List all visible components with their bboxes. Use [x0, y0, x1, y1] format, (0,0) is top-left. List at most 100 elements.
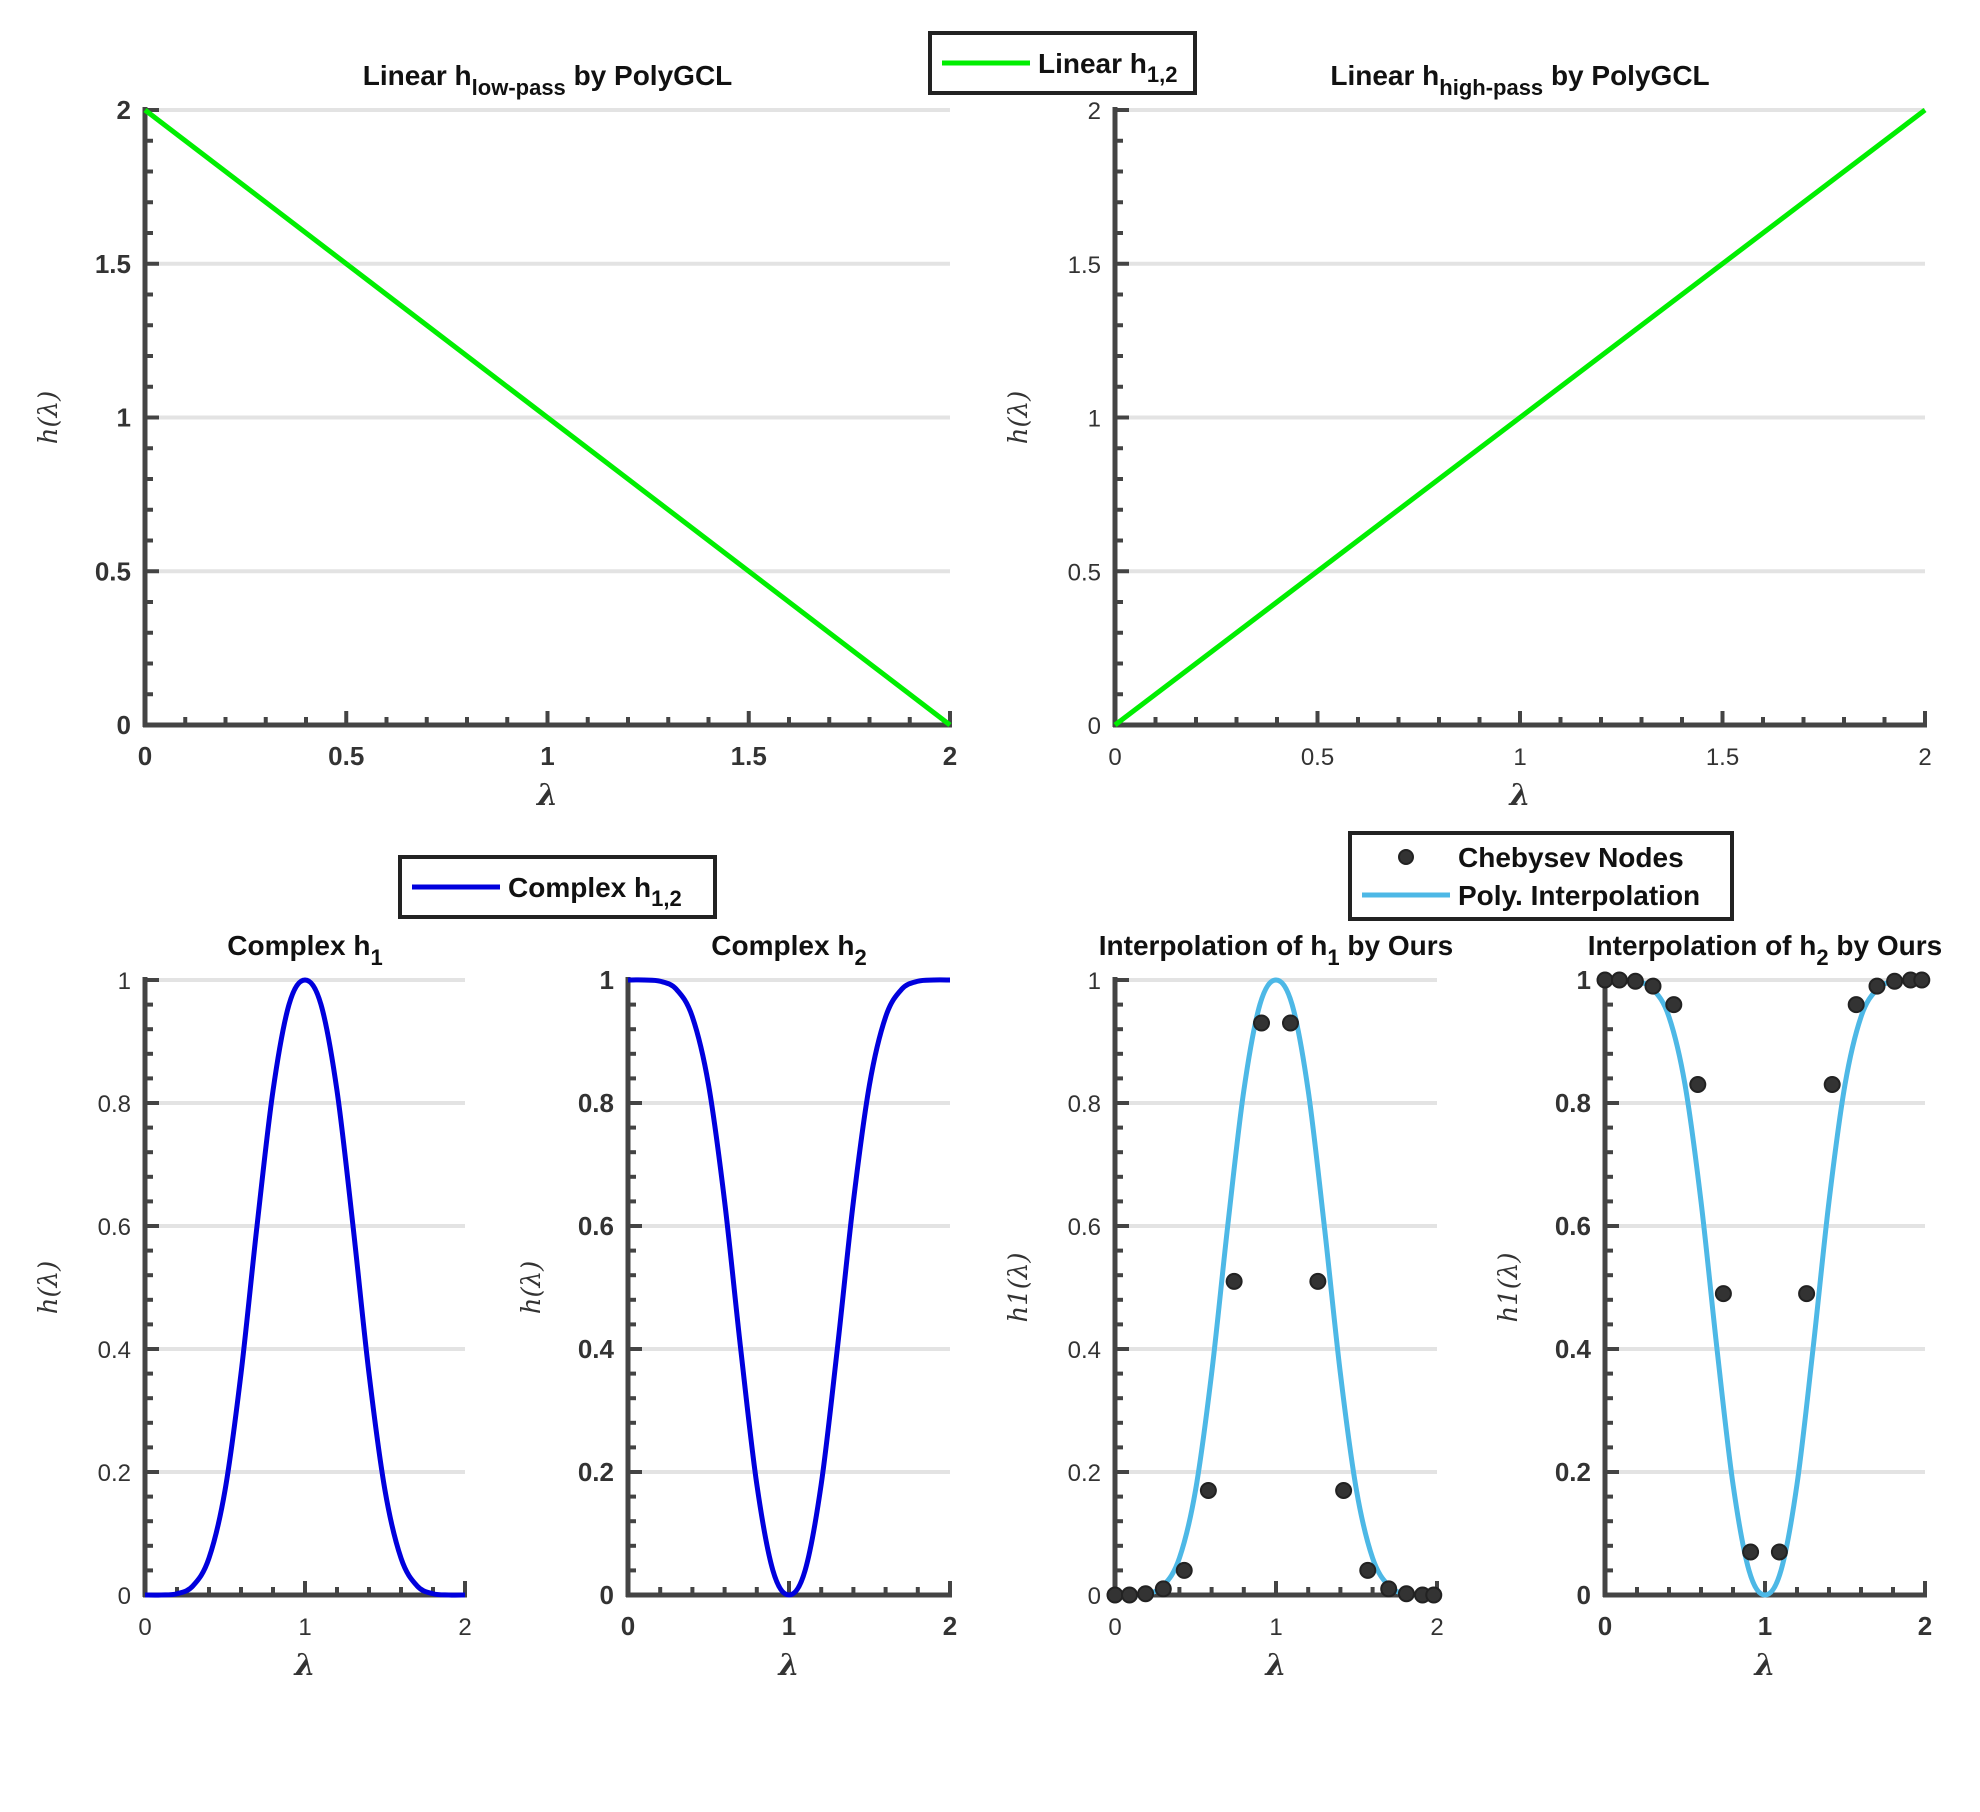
chebyshev-node-point [1847, 996, 1865, 1014]
x-tick-label: 2 [458, 1614, 471, 1641]
chebyshev-node-point [1175, 1561, 1193, 1579]
y-tick-label: 0.2 [1068, 1460, 1101, 1487]
y-tick-label: 1 [1088, 968, 1101, 995]
chebyshev-node-point [1154, 1580, 1172, 1598]
y-tick-label: 1.5 [95, 249, 131, 279]
chebyshev-node-point [1665, 996, 1683, 1014]
title-main: Interpolation of h [1588, 930, 1817, 961]
title-main: Linear h [1330, 60, 1439, 91]
chebyshev-node-point [1281, 1014, 1299, 1032]
series-line [627, 977, 951, 1598]
x-tick-label: 0.5 [328, 741, 364, 771]
legend-label-subscript: 1,2 [651, 886, 682, 911]
title-subscript: 1 [1327, 945, 1339, 970]
legend-marker-dot [1398, 849, 1414, 865]
y-tick-label: 0.6 [98, 1214, 131, 1241]
legend-label: Poly. Interpolation [1458, 880, 1700, 911]
chebyshev-node-point [1714, 1285, 1732, 1303]
series-line [1114, 977, 1438, 1598]
chebyshev-node-point [1120, 1586, 1138, 1604]
legend-label-main: Complex h [508, 872, 651, 903]
x-axis-label: λ [776, 1648, 799, 1683]
x-tick-label: 2 [943, 741, 957, 771]
title-suffix: by Ours [1340, 930, 1454, 961]
x-axis-label: λ [1752, 1648, 1775, 1683]
y-axis-label: h1(λ) [1494, 1252, 1524, 1322]
legend-label-main: Poly. Interpolation [1458, 880, 1700, 911]
chart-title: Interpolation of h2 by Ours [1588, 930, 1942, 970]
chart-panel-1: 0 0.5 1 1.5 2 0 0.5 1 1.5 2 λ h(λ) Linear hlow-pass … [34, 60, 957, 813]
y-tick-label: 1.5 [1068, 252, 1101, 279]
chart-panel-6: 0 0.2 0.4 0.6 0.8 1 0 1 2 λ h1(λ) Interpolation of … [1494, 930, 1942, 1683]
x-tick-label: 0 [1598, 1611, 1612, 1641]
x-tick-label: 0 [1108, 744, 1121, 771]
x-tick-label: 1 [1513, 744, 1526, 771]
legend-label-subscript: 1,2 [1147, 62, 1178, 87]
x-tick-label: 2 [1918, 744, 1931, 771]
y-tick-label: 1 [117, 403, 131, 433]
chart-panel-2: 0 0.5 1 1.5 2 0 0.5 1 1.5 2 λ h(λ) Linear hhigh-pass… [1004, 60, 1932, 813]
y-tick-label: 0.8 [1555, 1088, 1591, 1118]
chebyshev-node-point [1868, 977, 1886, 995]
series-line [143, 108, 952, 727]
title-suffix: by Ours [1829, 930, 1943, 961]
chebyshev-node-point [1199, 1481, 1217, 1499]
x-axis-label: λ [1263, 1648, 1286, 1683]
y-axis-label: h(λ) [517, 1261, 547, 1315]
y-axis-label: h(λ) [34, 391, 64, 445]
chebyshev-node-point [1253, 1014, 1271, 1032]
title-suffix: by PolyGCL [566, 60, 732, 91]
y-tick-label: 0.5 [95, 556, 131, 586]
title-main: Complex h [227, 930, 370, 961]
x-tick-label: 1.5 [1706, 744, 1739, 771]
y-tick-label: 0.8 [578, 1088, 614, 1118]
title-main: Complex h [711, 930, 854, 961]
y-tick-label: 1 [1577, 965, 1591, 995]
chart-panel-4: 00.20.40.60.810 1 2λh(λ)Complex h2 [517, 930, 957, 1683]
y-tick-label: 0 [600, 1580, 614, 1610]
y-tick-label: 1 [1088, 406, 1101, 433]
x-tick-label: 1.5 [731, 741, 767, 771]
y-tick-label: 0.2 [578, 1457, 614, 1487]
legend-label: Complex h1,2 [508, 872, 682, 911]
x-tick-label: 2 [1918, 1611, 1932, 1641]
x-tick-label: 2 [943, 1611, 957, 1641]
chebyshev-node-point [1359, 1561, 1377, 1579]
y-tick-label: 0.8 [1068, 1091, 1101, 1118]
x-tick-label: 0 [621, 1611, 635, 1641]
title-main: Linear h [363, 60, 472, 91]
chart-title: Interpolation of h1 by Ours [1099, 930, 1453, 970]
y-tick-label: 1 [600, 965, 614, 995]
chart-title: Linear hhigh-pass by PolyGCL [1330, 60, 1709, 100]
y-tick-label: 0.6 [1068, 1214, 1101, 1241]
chart-title: Complex h1 [227, 930, 382, 970]
x-axis-label: λ [292, 1648, 315, 1683]
y-tick-label: 0.2 [1555, 1457, 1591, 1487]
chebyshev-node-point [1886, 972, 1904, 990]
chebyshev-node-point [1335, 1481, 1353, 1499]
y-tick-label: 2 [117, 95, 131, 125]
chebyshev-node-point [1596, 971, 1614, 989]
chart-title: Complex h2 [711, 930, 866, 970]
legend-label: Chebysev Nodes [1458, 842, 1684, 873]
chebyshev-node-point [1380, 1580, 1398, 1598]
x-tick-label: 0 [1108, 1614, 1121, 1641]
y-tick-label: 0.4 [578, 1334, 615, 1364]
chebyshev-node-point [1742, 1543, 1760, 1561]
chart-panel-5: 0 0.2 0.4 0.6 0.8 1 0 1 2 λ h1(λ) Interpolation of … [1004, 930, 1453, 1683]
x-tick-label: 1 [298, 1614, 311, 1641]
x-tick-label: 0 [138, 741, 152, 771]
x-tick-label: 1 [1269, 1614, 1282, 1641]
y-tick-label: 0.4 [1068, 1337, 1101, 1364]
y-axis-label: h(λ) [1004, 391, 1034, 445]
title-suffix: by PolyGCL [1543, 60, 1709, 91]
y-tick-label: 0 [118, 1583, 131, 1610]
x-axis-label: λ [1507, 778, 1530, 813]
y-tick-label: 0 [1577, 1580, 1591, 1610]
x-tick-label: 1 [782, 1611, 796, 1641]
y-axis-label: h(λ) [34, 1261, 64, 1315]
legend-box [1348, 831, 1734, 921]
series-line [1604, 977, 1926, 1598]
chebyshev-node-point [1798, 1285, 1816, 1303]
x-tick-label: 0.5 [1301, 744, 1334, 771]
